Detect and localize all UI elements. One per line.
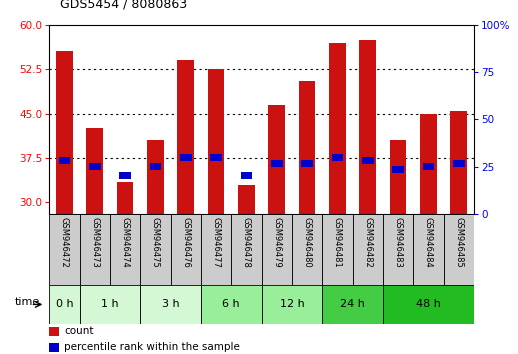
Text: GSM946485: GSM946485 <box>454 217 463 268</box>
Bar <box>140 214 170 285</box>
Bar <box>420 114 437 214</box>
Bar <box>208 69 224 214</box>
Bar <box>177 60 194 214</box>
Text: 1 h: 1 h <box>101 299 119 309</box>
Bar <box>49 285 80 324</box>
Text: GSM946473: GSM946473 <box>90 217 99 268</box>
Text: GSM946475: GSM946475 <box>151 217 160 268</box>
Bar <box>210 154 222 161</box>
Bar <box>119 172 131 179</box>
Bar <box>451 110 467 214</box>
Text: GSM946480: GSM946480 <box>303 217 312 268</box>
Bar <box>299 81 315 214</box>
Bar <box>201 214 231 285</box>
Bar <box>271 160 283 167</box>
Bar <box>140 285 201 324</box>
Bar <box>49 327 59 336</box>
Bar <box>383 214 413 285</box>
Text: count: count <box>64 326 94 336</box>
Bar <box>150 163 161 170</box>
Bar <box>87 129 103 214</box>
Text: GDS5454 / 8080863: GDS5454 / 8080863 <box>60 0 186 11</box>
Bar <box>443 214 474 285</box>
Bar <box>383 285 474 324</box>
Bar <box>201 285 262 324</box>
Bar <box>413 214 443 285</box>
Bar <box>262 285 322 324</box>
Text: 6 h: 6 h <box>222 299 240 309</box>
Text: GSM946477: GSM946477 <box>211 217 221 268</box>
Bar <box>359 40 376 214</box>
Bar <box>268 105 285 214</box>
Bar <box>89 163 100 170</box>
Bar <box>231 214 262 285</box>
Text: GSM946482: GSM946482 <box>363 217 372 268</box>
Bar <box>80 285 140 324</box>
Text: GSM946478: GSM946478 <box>242 217 251 268</box>
Text: GSM946484: GSM946484 <box>424 217 433 268</box>
Bar <box>292 214 322 285</box>
Text: time: time <box>15 297 40 308</box>
Bar <box>362 157 373 165</box>
Bar <box>332 154 343 161</box>
Bar <box>423 163 434 170</box>
Bar <box>453 160 465 167</box>
Bar <box>180 154 192 161</box>
Text: 12 h: 12 h <box>280 299 304 309</box>
Bar <box>110 214 140 285</box>
Bar <box>56 51 73 214</box>
Text: GSM946472: GSM946472 <box>60 217 69 268</box>
Bar <box>238 184 255 214</box>
Bar <box>80 214 110 285</box>
Text: 24 h: 24 h <box>340 299 365 309</box>
Bar <box>49 343 59 352</box>
Bar <box>329 42 346 214</box>
Bar <box>170 214 201 285</box>
Bar <box>49 214 80 285</box>
Bar <box>392 166 404 173</box>
Text: GSM946481: GSM946481 <box>333 217 342 268</box>
Text: 0 h: 0 h <box>55 299 73 309</box>
Text: 48 h: 48 h <box>416 299 441 309</box>
Text: GSM946483: GSM946483 <box>394 217 402 268</box>
Bar <box>262 214 292 285</box>
Text: GSM946479: GSM946479 <box>272 217 281 268</box>
Bar <box>117 182 134 214</box>
Bar <box>322 214 353 285</box>
Text: GSM946474: GSM946474 <box>121 217 130 268</box>
Bar <box>301 160 313 167</box>
Bar <box>322 285 383 324</box>
Text: percentile rank within the sample: percentile rank within the sample <box>64 342 240 352</box>
Bar <box>240 172 252 179</box>
Bar <box>147 140 164 214</box>
Bar <box>59 157 70 165</box>
Text: 3 h: 3 h <box>162 299 179 309</box>
Bar <box>353 214 383 285</box>
Bar <box>390 140 407 214</box>
Text: GSM946476: GSM946476 <box>181 217 190 268</box>
